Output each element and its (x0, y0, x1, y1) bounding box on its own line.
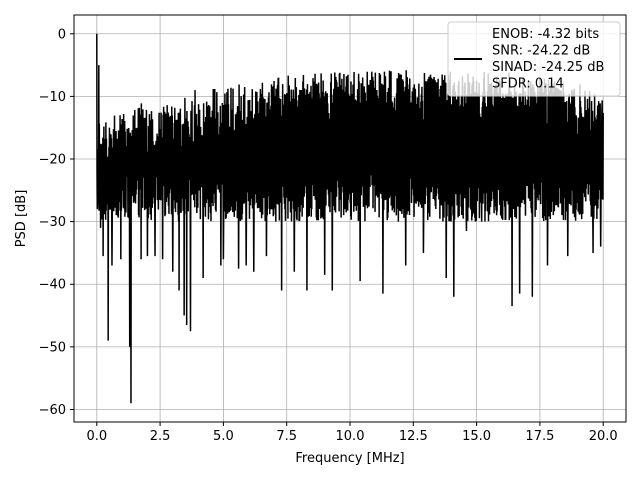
plot-area (96, 33, 604, 404)
x-tick-label: 17.5 (525, 429, 554, 444)
x-axis-title: Frequency [MHz] (295, 451, 404, 466)
legend-entry-enob: ENOB: -4.32 bits (492, 27, 599, 42)
legend-entry-snr: SNR: -24.22 dB (492, 44, 590, 59)
y-tick-label: 0 (58, 27, 66, 42)
x-tick-label: 2.5 (150, 429, 171, 444)
legend-entry-sinad: SINAD: -24.25 dB (492, 60, 604, 75)
x-tick-label: 7.5 (276, 429, 297, 444)
x-tick-label: 0.0 (86, 429, 107, 444)
x-tick-label: 12.5 (399, 429, 428, 444)
y-tick-label: −60 (39, 403, 66, 418)
legend-box (447, 21, 621, 97)
y-tick-label: −30 (39, 215, 66, 230)
legend: ENOB: -4.32 bits SNR: -24.22 dB SINAD: -… (447, 21, 621, 97)
x-tick-label: 15.0 (462, 429, 491, 444)
x-tick-label: 10.0 (336, 429, 365, 444)
x-tick-label: 20.0 (589, 429, 618, 444)
y-tick-label: −10 (39, 90, 66, 105)
legend-entry-sfdr: SFDR: 0.14 (492, 77, 564, 92)
y-tick-label: −50 (39, 340, 66, 355)
y-axis-title: PSD [dB] (14, 190, 29, 248)
x-tick-label: 5.0 (213, 429, 234, 444)
y-tick-label: −20 (39, 153, 66, 168)
psd-trace (96, 33, 604, 404)
y-tick-label: −40 (39, 278, 66, 293)
axis-ticks: 0.0 2.5 5.0 7.5 10.0 12.5 15.0 17.5 20.0 0 −10 −20 −… (39, 27, 618, 444)
